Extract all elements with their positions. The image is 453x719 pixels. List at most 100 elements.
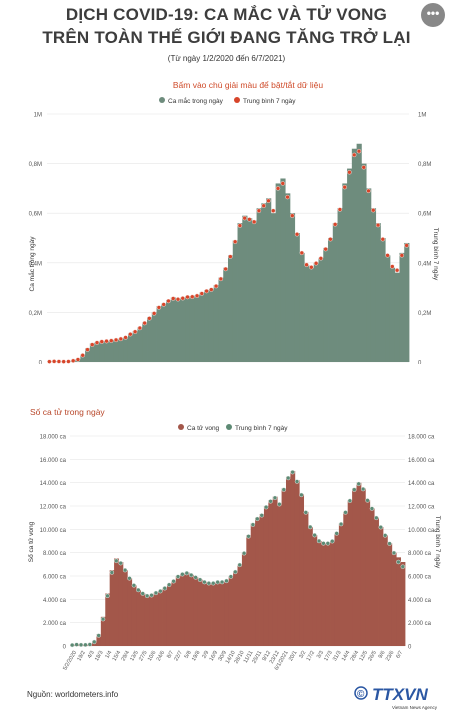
- avg-point[interactable]: [114, 558, 119, 564]
- avg-point[interactable]: [303, 510, 309, 515]
- data-bar[interactable]: [356, 482, 362, 646]
- data-bar[interactable]: [342, 183, 348, 362]
- data-bar[interactable]: [136, 590, 141, 646]
- data-bar[interactable]: [365, 500, 371, 646]
- data-bar[interactable]: [272, 496, 278, 646]
- avg-point[interactable]: [259, 513, 264, 518]
- avg-point[interactable]: [337, 207, 343, 212]
- avg-point[interactable]: [285, 475, 291, 481]
- avg-point[interactable]: [193, 575, 198, 580]
- chart2-legend[interactable]: Ca tử vong Trung bình 7 ngày: [178, 424, 288, 432]
- data-bar[interactable]: [237, 564, 243, 646]
- data-bar[interactable]: [294, 233, 300, 362]
- data-bar[interactable]: [352, 488, 357, 647]
- avg-point[interactable]: [70, 358, 76, 363]
- data-bar[interactable]: [242, 215, 248, 362]
- avg-point[interactable]: [299, 492, 304, 498]
- data-bar[interactable]: [89, 343, 96, 362]
- data-bar[interactable]: [204, 290, 210, 362]
- data-bar[interactable]: [387, 543, 393, 646]
- avg-point[interactable]: [347, 498, 353, 503]
- data-bar[interactable]: [369, 508, 375, 646]
- data-bar[interactable]: [189, 296, 196, 362]
- avg-point[interactable]: [83, 642, 88, 648]
- avg-point[interactable]: [75, 357, 81, 362]
- avg-point[interactable]: [92, 639, 97, 645]
- data-bar[interactable]: [149, 594, 155, 646]
- data-bar[interactable]: [321, 543, 327, 646]
- data-bar[interactable]: [399, 252, 405, 362]
- data-bar[interactable]: [241, 552, 247, 646]
- avg-point[interactable]: [308, 524, 313, 530]
- data-bar[interactable]: [332, 223, 338, 362]
- avg-point[interactable]: [128, 332, 133, 337]
- avg-point[interactable]: [87, 642, 93, 647]
- avg-point[interactable]: [123, 335, 128, 340]
- avg-point[interactable]: [369, 506, 375, 511]
- data-bar[interactable]: [113, 339, 119, 362]
- data-bar[interactable]: [219, 581, 225, 646]
- data-bar[interactable]: [175, 298, 181, 362]
- data-bar[interactable]: [131, 585, 137, 646]
- data-bar[interactable]: [118, 562, 124, 646]
- data-bar[interactable]: [351, 148, 358, 362]
- data-bar[interactable]: [285, 476, 291, 646]
- data-bar[interactable]: [224, 580, 230, 646]
- avg-point[interactable]: [132, 329, 138, 334]
- avg-point[interactable]: [144, 593, 150, 599]
- data-bar[interactable]: [394, 272, 400, 362]
- data-bar[interactable]: [80, 354, 86, 362]
- avg-point[interactable]: [396, 559, 401, 565]
- data-bar[interactable]: [223, 267, 229, 362]
- data-bar[interactable]: [99, 340, 105, 362]
- avg-point[interactable]: [375, 222, 381, 228]
- data-bar[interactable]: [343, 511, 349, 646]
- avg-point[interactable]: [156, 305, 162, 310]
- avg-point[interactable]: [47, 359, 52, 364]
- avg-point[interactable]: [323, 246, 328, 252]
- avg-point[interactable]: [218, 276, 224, 282]
- legend-label-cases[interactable]: Ca mắc trong ngày: [168, 96, 224, 105]
- data-bar[interactable]: [137, 327, 143, 362]
- avg-point[interactable]: [202, 579, 207, 585]
- data-bar[interactable]: [166, 584, 172, 646]
- avg-point[interactable]: [342, 184, 347, 190]
- avg-point[interactable]: [365, 498, 370, 503]
- legend-label-avg[interactable]: Trung bình 7 ngày: [243, 98, 296, 105]
- data-bar[interactable]: [400, 562, 406, 646]
- data-bar[interactable]: [285, 193, 291, 362]
- avg-point[interactable]: [325, 541, 331, 546]
- avg-point[interactable]: [171, 579, 176, 584]
- avg-point[interactable]: [356, 148, 362, 154]
- data-bar[interactable]: [109, 570, 115, 646]
- avg-point[interactable]: [399, 253, 405, 258]
- avg-point[interactable]: [251, 219, 257, 225]
- avg-point[interactable]: [175, 574, 181, 579]
- avg-point[interactable]: [400, 564, 405, 569]
- avg-point[interactable]: [136, 587, 141, 593]
- avg-point[interactable]: [232, 239, 238, 244]
- avg-point[interactable]: [118, 336, 124, 342]
- more-options-button[interactable]: •••: [421, 3, 445, 27]
- data-bar[interactable]: [199, 292, 205, 362]
- data-bar[interactable]: [268, 500, 274, 646]
- data-bar[interactable]: [206, 583, 212, 646]
- avg-point[interactable]: [382, 533, 388, 538]
- avg-point[interactable]: [78, 642, 84, 648]
- data-bar[interactable]: [142, 322, 148, 362]
- data-bar[interactable]: [85, 348, 91, 362]
- legend-label-deaths[interactable]: Ca tử vong: [187, 424, 220, 432]
- data-bar[interactable]: [391, 552, 397, 646]
- avg-point[interactable]: [166, 298, 171, 304]
- avg-point[interactable]: [328, 237, 333, 242]
- avg-point[interactable]: [153, 590, 159, 596]
- avg-point[interactable]: [209, 287, 214, 292]
- data-bar[interactable]: [215, 581, 221, 646]
- avg-point[interactable]: [380, 237, 386, 242]
- avg-point[interactable]: [313, 261, 319, 266]
- avg-point[interactable]: [318, 256, 324, 261]
- avg-point[interactable]: [204, 288, 209, 294]
- data-bar[interactable]: [166, 300, 172, 362]
- avg-point[interactable]: [246, 534, 251, 539]
- data-bar[interactable]: [250, 523, 256, 647]
